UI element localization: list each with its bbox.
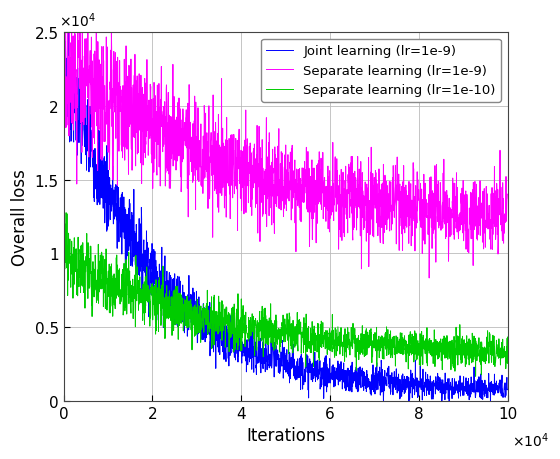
Separate learning (lr=1e-9) <box>504 192 511 197</box>
Separate learning (lr=1e-10) <box>504 335 511 340</box>
Joint learning (lr=1e-9) <box>405 398 412 404</box>
Joint learning (lr=1e-9) <box>492 391 498 396</box>
Separate learning (lr=1e-10) <box>63 211 69 216</box>
Joint learning (lr=1e-9) <box>276 360 283 365</box>
Text: $\times 10^4$: $\times 10^4$ <box>512 431 549 449</box>
X-axis label: Iterations: Iterations <box>246 426 325 444</box>
Joint learning (lr=1e-9) <box>504 387 511 392</box>
Separate learning (lr=1e-9) <box>277 180 283 185</box>
Separate learning (lr=1e-9) <box>264 155 271 160</box>
Joint learning (lr=1e-9) <box>60 30 67 36</box>
Text: $\times 10^4$: $\times 10^4$ <box>59 11 96 29</box>
Separate learning (lr=1e-9) <box>410 205 417 211</box>
Separate learning (lr=1e-10) <box>492 355 498 360</box>
Line: Separate learning (lr=1e-9): Separate learning (lr=1e-9) <box>64 33 507 278</box>
Separate learning (lr=1e-10) <box>264 324 271 329</box>
Separate learning (lr=1e-10) <box>277 350 283 355</box>
Line: Joint learning (lr=1e-9): Joint learning (lr=1e-9) <box>64 33 507 401</box>
Joint learning (lr=1e-9) <box>491 390 498 395</box>
Separate learning (lr=1e-10) <box>492 364 498 369</box>
Joint learning (lr=1e-9) <box>410 386 417 392</box>
Joint learning (lr=1e-9) <box>83 124 90 130</box>
Separate learning (lr=1e-9) <box>492 195 498 200</box>
Separate learning (lr=1e-10) <box>83 242 90 248</box>
Separate learning (lr=1e-9) <box>426 275 432 281</box>
Separate learning (lr=1e-9) <box>492 207 498 213</box>
Separate learning (lr=1e-10) <box>60 244 67 249</box>
Separate learning (lr=1e-9) <box>60 62 67 68</box>
Y-axis label: Overall loss: Overall loss <box>11 169 29 265</box>
Separate learning (lr=1e-10) <box>410 334 417 339</box>
Legend: Joint learning (lr=1e-9), Separate learning (lr=1e-9), Separate learning (lr=1e-: Joint learning (lr=1e-9), Separate learn… <box>261 40 501 102</box>
Separate learning (lr=1e-9) <box>62 30 68 36</box>
Separate learning (lr=1e-10) <box>472 374 479 379</box>
Line: Separate learning (lr=1e-10): Separate learning (lr=1e-10) <box>64 213 507 376</box>
Joint learning (lr=1e-9) <box>264 357 271 362</box>
Separate learning (lr=1e-9) <box>83 58 90 64</box>
